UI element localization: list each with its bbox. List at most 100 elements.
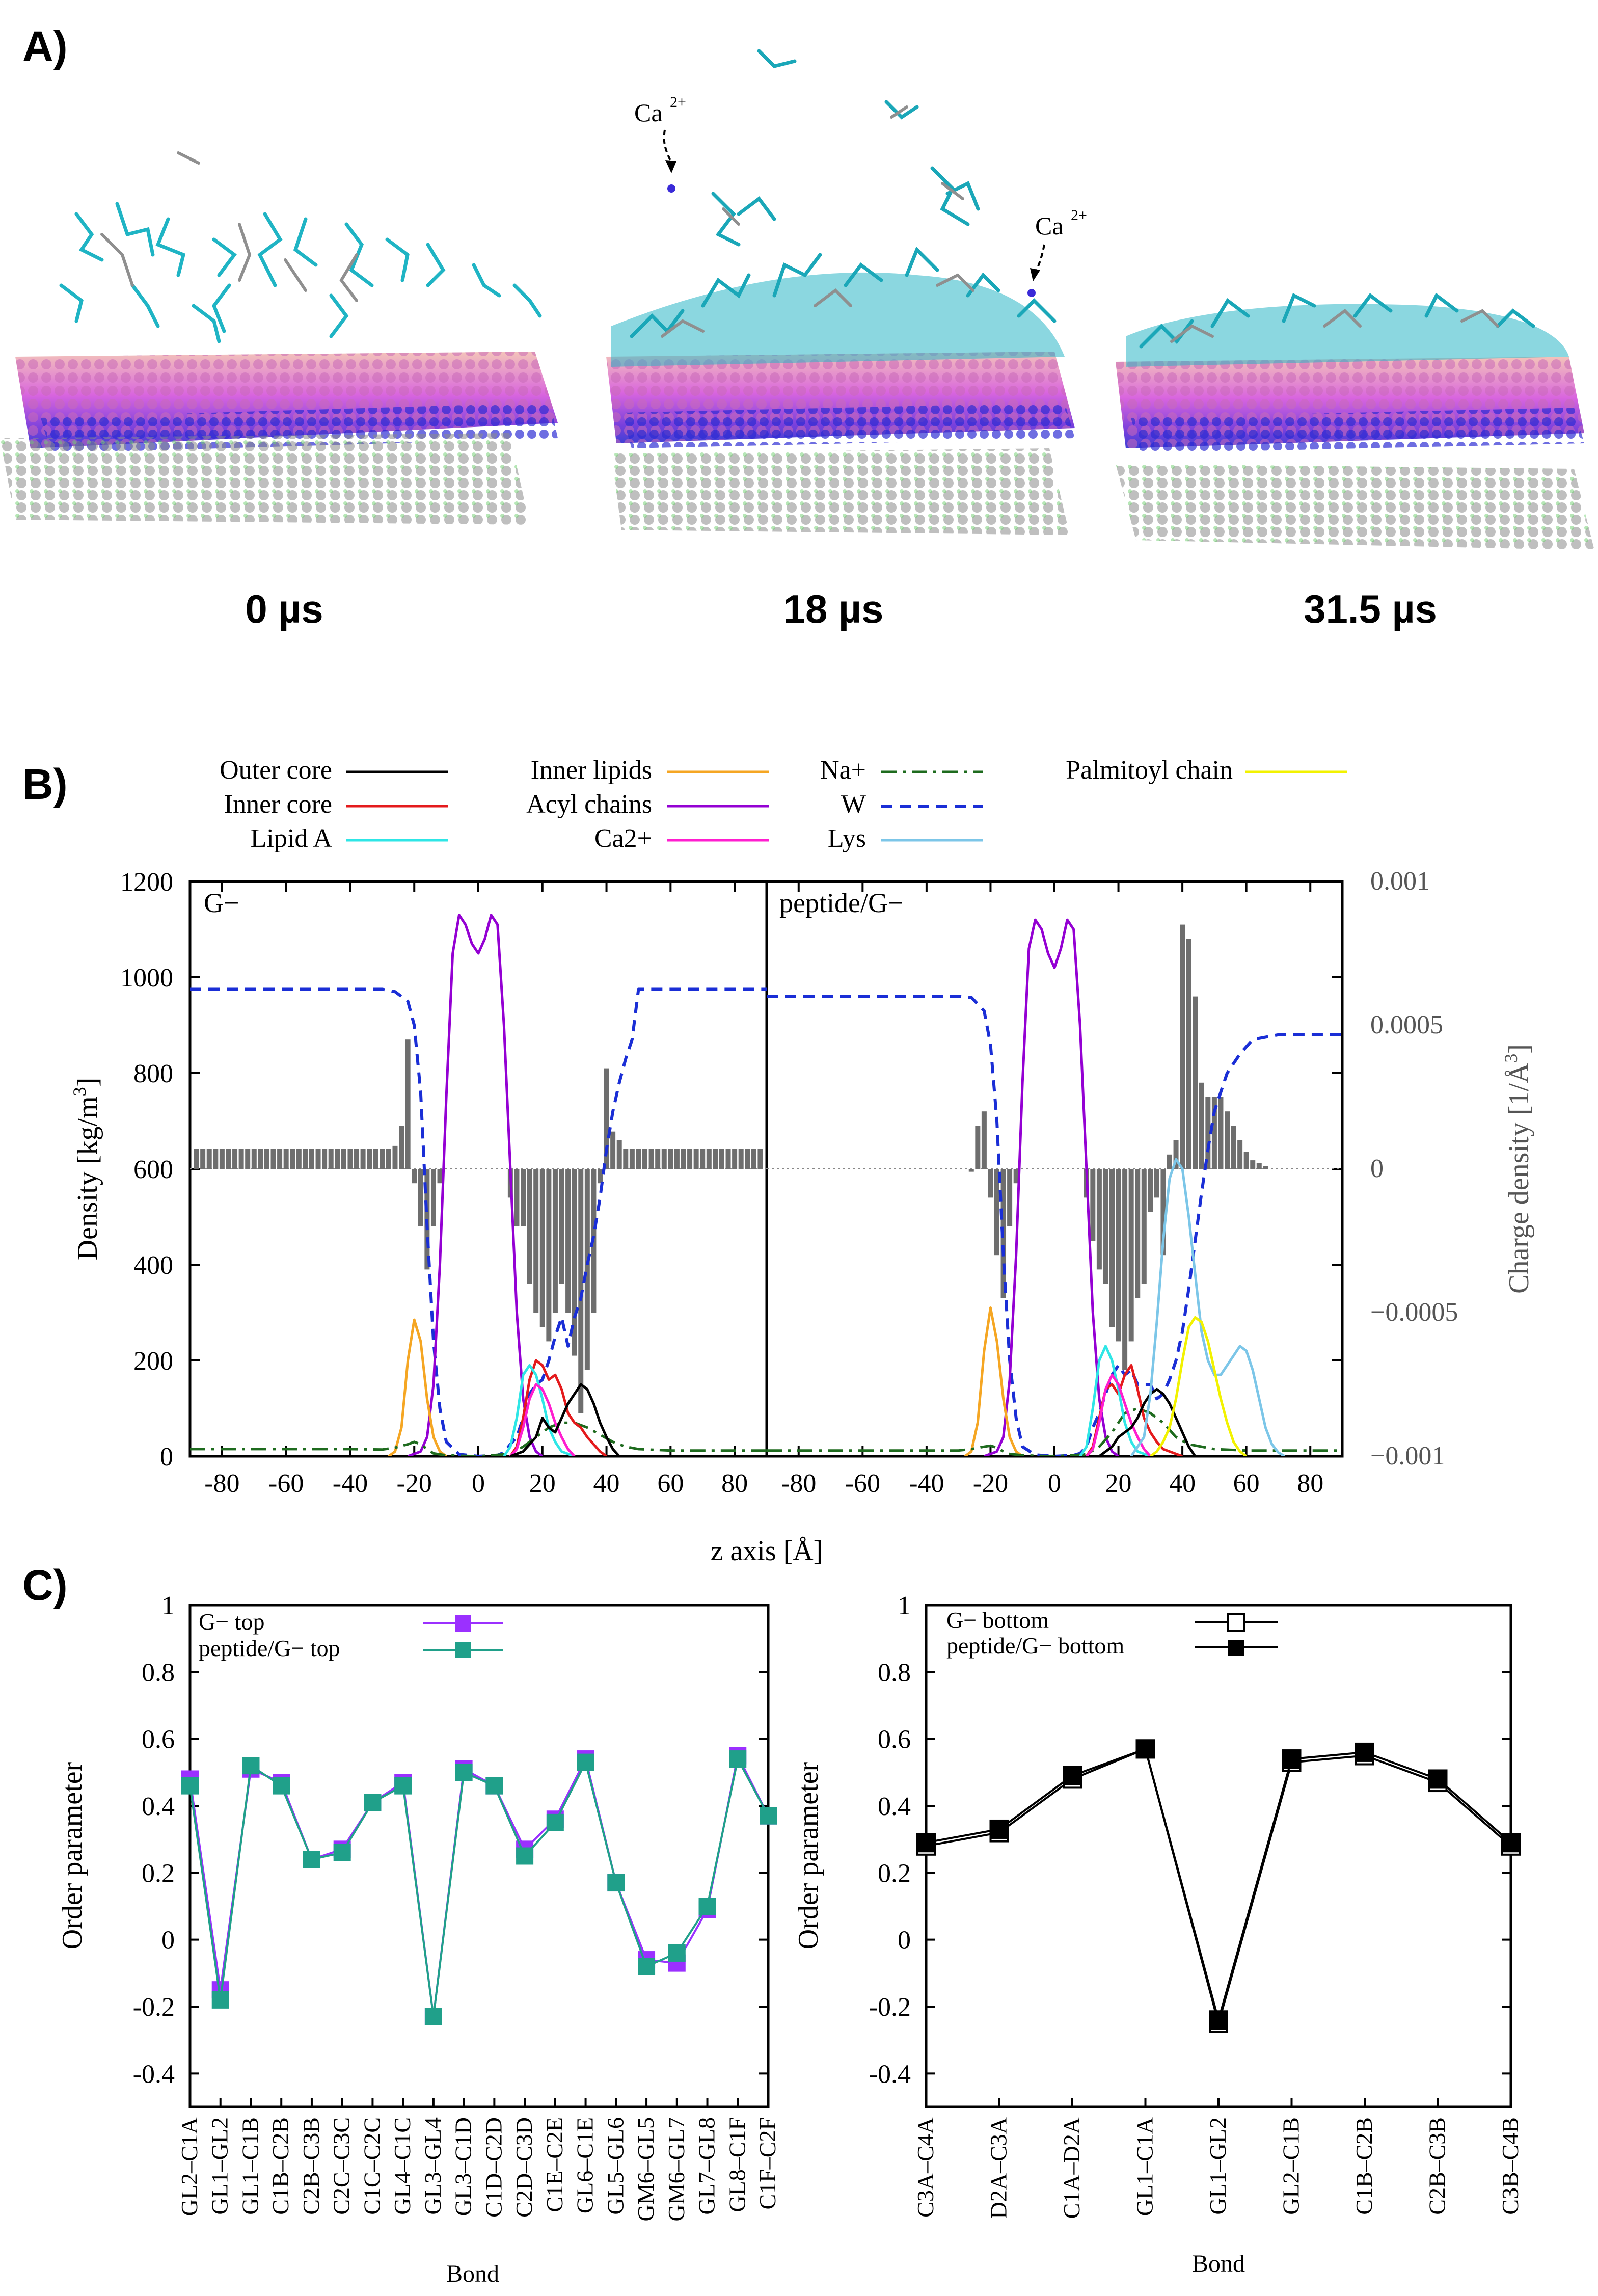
charge-ytick-label: −0.001 [1370, 1441, 1445, 1471]
density-legend: Outer core Inner core Lipid A Inner lipi… [220, 756, 1347, 853]
order-xtick-label: C1F–C2F [754, 2117, 780, 2210]
legend-label-palmitoyl: Palmitoyl chain [1066, 756, 1233, 785]
charge-y-axis-label: Charge density [1/Å3] [1501, 1044, 1535, 1294]
density-xtick-label: -80 [781, 1469, 816, 1498]
density-ytick-label: 1200 [120, 868, 173, 897]
charge-bar-peptide [994, 1169, 999, 1256]
charge-bar-peptide [1103, 1169, 1108, 1284]
order-marker-peptide-g-top [424, 2008, 442, 2025]
subplot-title-peptide: peptide/G− [779, 888, 903, 918]
order-ytick-label: 0.6 [878, 1725, 911, 1754]
charge-bar-g [418, 1169, 423, 1226]
density-ytick-label: 200 [133, 1347, 173, 1376]
order-marker-peptide-g-top [455, 1764, 473, 1781]
charge-bar-peptide [1173, 1140, 1179, 1169]
charge-bar-peptide [1135, 1169, 1141, 1298]
charge-bar-peptide [1148, 1169, 1153, 1212]
legend-marker-g-top [455, 1615, 471, 1632]
order-ytick-label: 1 [898, 1591, 911, 1620]
order-xtick-label: GL1–GL2 [1205, 2117, 1231, 2215]
order-xtick-label: D2A–C3A [986, 2117, 1012, 2219]
order-xtick-label: GM6–GL5 [633, 2117, 659, 2221]
charge-bar-g [283, 1149, 289, 1169]
charge-bar-g [238, 1149, 244, 1169]
legend-label-na: Na+ [820, 756, 866, 785]
legend-label-lys: Lys [828, 824, 866, 853]
density-xtick-label: -20 [397, 1469, 432, 1498]
snapshot-31-5us [1116, 292, 1594, 550]
legend-label-w: W [841, 790, 866, 819]
legend-label-inner-lipids: Inner lipids [531, 756, 652, 785]
charge-bar-g [226, 1149, 231, 1169]
charge-bar-g [674, 1149, 680, 1169]
panel-c-label: C) [22, 1561, 68, 1609]
charge-bar-g [264, 1149, 269, 1169]
order-line-g-bottom [926, 1747, 1512, 2027]
order-xtick-label: GL6–C1E [572, 2117, 598, 2213]
order-ytick-label: 0.8 [878, 1658, 911, 1687]
order-marker-peptide-g-top [760, 1807, 777, 1825]
charge-bar-g [245, 1149, 251, 1169]
charge-bar-g [700, 1149, 706, 1169]
order-xtick-label: GL2–C1A [176, 2117, 202, 2216]
density-ytick-label: 800 [133, 1059, 173, 1088]
charge-bar-peptide [1225, 1111, 1230, 1169]
order-ytick-label: 0.2 [878, 1859, 911, 1888]
legend-marker-peptide-top [455, 1642, 471, 1658]
charge-bar-peptide [1199, 1082, 1204, 1169]
charge-bar-g [386, 1149, 391, 1169]
charge-bar-g [367, 1149, 372, 1169]
charge-bar-peptide [1122, 1169, 1128, 1370]
density-xtick-label: -60 [845, 1469, 880, 1498]
legend-label-g-top: G− top [199, 1609, 264, 1635]
charge-bar-peptide [1096, 1169, 1102, 1270]
charge-bar-peptide [1128, 1169, 1134, 1342]
charge-bar-g [552, 1169, 558, 1313]
order-ytick-label: 0.4 [142, 1792, 175, 1821]
order-marker-peptide-g-bottom [1428, 1769, 1448, 1789]
legend-label-inner-core: Inner core [224, 790, 332, 819]
charge-bars-peptide [767, 924, 1342, 1370]
series-acyl-chains-g [407, 914, 544, 1456]
order-xtick-label: GL1–GL2 [207, 2117, 233, 2215]
panel-a-label: A) [22, 22, 68, 70]
order-marker-peptide-g-top [516, 1847, 534, 1865]
legend-label-g-bottom: G− bottom [946, 1607, 1049, 1633]
legend-marker-g-bottom [1227, 1613, 1245, 1632]
charge-bar-g [623, 1149, 629, 1169]
density-ytick-label: 400 [133, 1251, 173, 1280]
order-marker-peptide-g-top [242, 1757, 260, 1775]
charge-bar-peptide [1090, 1169, 1096, 1241]
charge-bar-g [213, 1149, 219, 1169]
charge-bar-g [392, 1145, 398, 1169]
snapshot-0us [0, 151, 558, 525]
order-series [181, 1739, 1521, 2033]
charge-bar-g [533, 1169, 539, 1313]
time-label-18us: 18 µs [783, 586, 884, 631]
order-marker-peptide-g-top [394, 1777, 412, 1795]
charge-bar-g [604, 1068, 609, 1169]
density-xtick-label: -40 [909, 1469, 944, 1498]
order-marker-peptide-g-bottom [1501, 1833, 1521, 1853]
density-xtick-label: 40 [1169, 1469, 1196, 1498]
order-ytick-label: 1 [161, 1591, 175, 1620]
order-ytick-label: -0.4 [869, 2060, 911, 2089]
order-ytick-label: -0.2 [869, 1993, 911, 2022]
order-xtick-label: GL2–C1B [1278, 2117, 1304, 2215]
series-w-g [190, 987, 767, 1456]
ca-ion-charge-top: 2+ [670, 94, 686, 111]
charge-bar-peptide [1263, 1166, 1268, 1169]
order-marker-peptide-g-top [607, 1874, 625, 1892]
order-xtick-label: GM6–GL7 [663, 2117, 689, 2221]
order-marker-peptide-g-top [273, 1777, 290, 1795]
charge-bar-g [521, 1169, 526, 1226]
order-ytick-label: 0.4 [878, 1792, 911, 1821]
order-marker-peptide-g-top [303, 1851, 320, 1868]
charge-bar-g [206, 1149, 212, 1169]
order-xtick-label: C1B–C2B [1351, 2117, 1377, 2215]
charge-bar-g [347, 1149, 353, 1169]
charge-bar-g [360, 1149, 366, 1169]
order-xtick-label: C1C–C2C [359, 2117, 385, 2215]
order-line-peptide-g-top [189, 1756, 769, 2017]
